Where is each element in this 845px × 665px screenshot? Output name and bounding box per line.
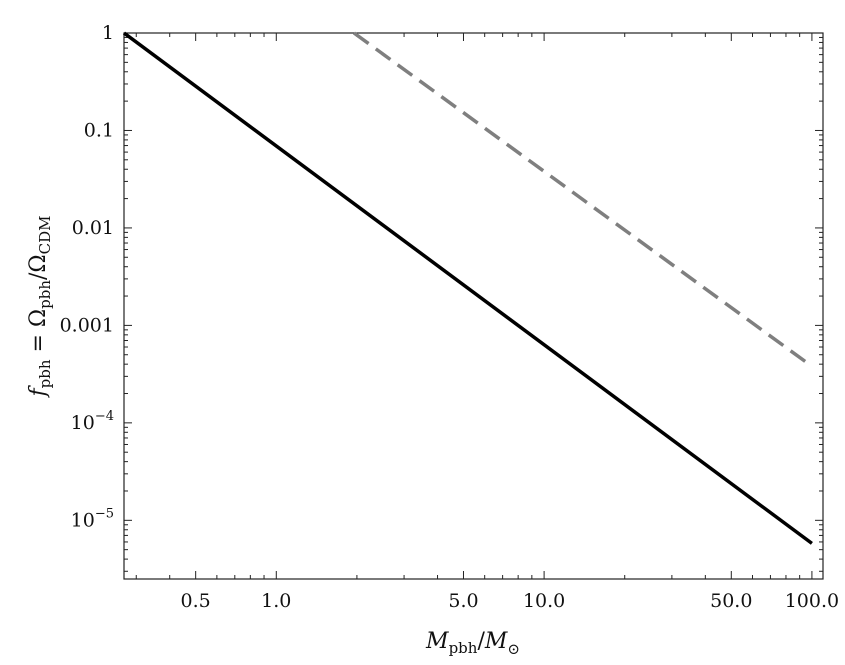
series-group: [122, 31, 813, 545]
series-line-solid: [122, 31, 813, 545]
plot-frame: [123, 32, 824, 580]
x-tick-label: 5.0: [448, 590, 478, 612]
y-tick-label: 0.001: [60, 314, 114, 336]
x-tick-label: 50.0: [710, 590, 752, 612]
x-tick-label: 10.0: [523, 590, 565, 612]
y-tick-label: 0.1: [84, 119, 114, 141]
x-tick-label: 1.0: [261, 590, 291, 612]
x-tick-label: 100.0: [785, 590, 839, 612]
y-axis-label: fpbh = Ωpbh/ΩCDM: [26, 215, 54, 398]
y-tick-label: 0.01: [72, 217, 114, 239]
series-line-dashed: [352, 31, 813, 368]
y-tick-label: 10−5: [71, 506, 114, 531]
y-tick-label: 10−4: [71, 409, 114, 434]
tick-labels: 0.5 1.0 5.0 10.0 50.0 100.0 1 0.1 0.01 0.001 10−4 1…: [60, 22, 840, 612]
ticks: [124, 32, 823, 579]
x-tick-label: 0.5: [181, 590, 211, 612]
x-axis-label: Mpbh/M⊙: [425, 629, 520, 658]
y-tick-label: 1: [102, 22, 114, 44]
